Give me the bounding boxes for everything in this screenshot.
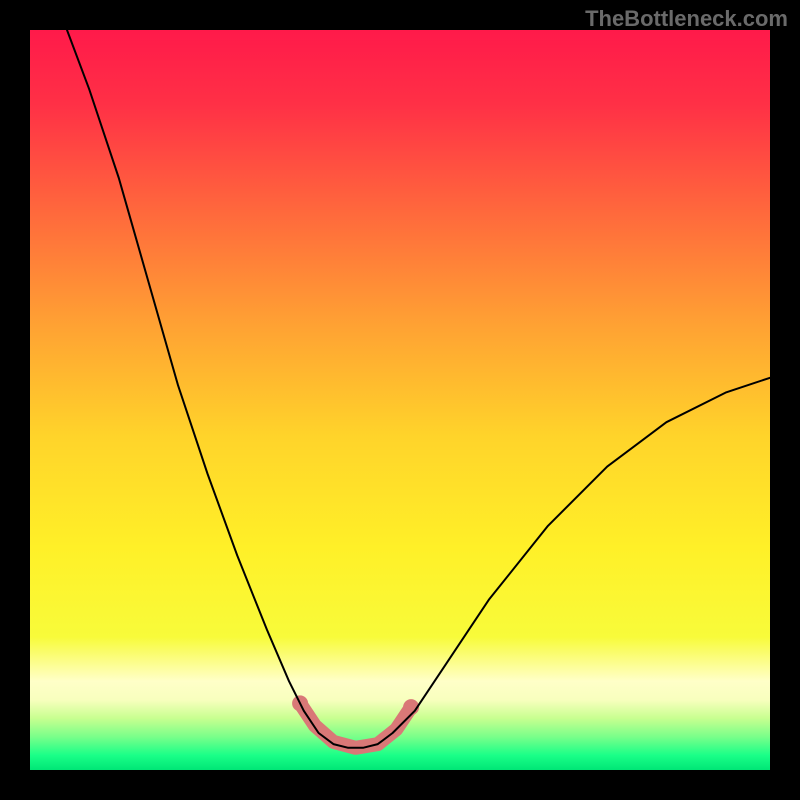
chart-plot-area — [30, 30, 770, 770]
chart-svg-overlay — [30, 30, 770, 770]
watermark-text: TheBottleneck.com — [585, 6, 788, 32]
bottleneck-curve — [67, 30, 770, 748]
highlight-band — [300, 703, 411, 747]
